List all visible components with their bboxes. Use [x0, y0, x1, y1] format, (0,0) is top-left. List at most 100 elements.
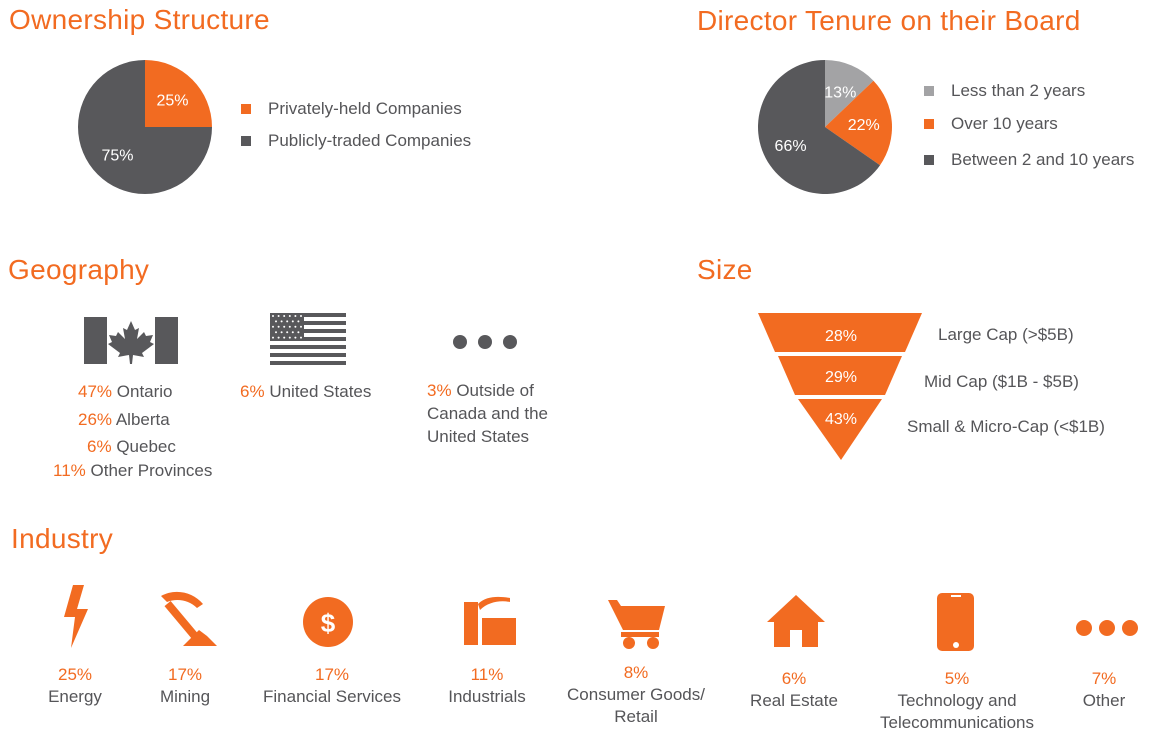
pickaxe-icon	[161, 591, 217, 646]
legend-label: Over 10 years	[951, 114, 1058, 133]
industry-label: Technology and	[897, 691, 1017, 710]
legend-swatch	[241, 104, 251, 114]
geo-label: Quebec	[116, 437, 176, 456]
geo-pct: 6%	[240, 382, 265, 401]
tenure-legend-2-10: Between 2 and 10 years	[924, 150, 1134, 170]
funnel-tier-mid	[778, 356, 902, 395]
more-dots-icon	[1076, 620, 1138, 636]
geo-pct: 6%	[87, 437, 112, 456]
funnel-value-small: 43%	[825, 411, 857, 428]
size-label-large: Large Cap (>$5B)	[938, 325, 1074, 344]
geo-pct: 47%	[78, 382, 113, 401]
legend-swatch	[924, 119, 934, 129]
size-funnel-chart: 28% 29% 43%	[758, 313, 922, 460]
industry-industrials: 11% Industrials	[397, 664, 577, 708]
geo-quebec: 6% Quebec	[87, 437, 176, 457]
geo-other-provinces: 11% Other Provinces	[53, 461, 212, 481]
pie-slice-over-10	[825, 80, 892, 166]
geo-pct: 3%	[427, 381, 452, 400]
geo-pct: 26%	[78, 410, 113, 429]
pie-label-less-2: 13%	[824, 84, 856, 101]
geo-outside-line2: Canada and the	[427, 404, 548, 423]
legend-swatch	[924, 155, 934, 165]
tenure-title: Director Tenure on their Board	[697, 5, 1081, 36]
geo-outside-line1: 3% Outside of	[427, 381, 534, 401]
size-title: Size	[697, 254, 753, 285]
geo-label: Outside of	[456, 381, 534, 400]
industry-label: Real Estate	[750, 691, 838, 710]
geo-us: 6% United States	[240, 382, 371, 402]
geography-title: Geography	[8, 254, 150, 285]
svg-text:$: $	[321, 608, 336, 638]
industry-title: Industry	[11, 523, 113, 554]
more-dots-icon	[453, 335, 517, 349]
industry-technology: 5% Technology and Telecommunications	[867, 668, 1047, 734]
pie-slice-private	[145, 60, 212, 127]
industry-real-estate: 6% Real Estate	[704, 668, 884, 712]
shopping-cart-icon	[608, 600, 665, 649]
size-label-small: Small & Micro-Cap (<$1B)	[907, 417, 1105, 436]
industry-label-line2: Retail	[614, 707, 658, 726]
tenure-pie-chart: 13% 22% 66%	[758, 60, 892, 194]
us-flag-icon	[270, 313, 346, 365]
dollar-coin-icon: $	[303, 597, 353, 647]
industry-label: Consumer Goods/	[567, 685, 705, 704]
industry-label: Financial Services	[263, 687, 401, 706]
industry-pct: 17%	[314, 665, 350, 684]
legend-swatch	[924, 86, 934, 96]
industry-pct: 7%	[1091, 669, 1117, 688]
geo-label: Ontario	[116, 382, 173, 401]
industry-label-line2: Telecommunications	[879, 713, 1034, 732]
funnel-value-mid: 29%	[825, 369, 857, 386]
pie-label-2-10: 66%	[775, 138, 807, 155]
industry-pct: 17%	[167, 665, 203, 684]
size-label-mid: Mid Cap ($1B - $5B)	[924, 372, 1079, 391]
legend-label: Privately-held Companies	[268, 99, 462, 118]
geo-label: United States	[269, 382, 372, 401]
pie-slice-2-10	[758, 60, 881, 194]
ownership-title: Ownership Structure	[9, 4, 270, 35]
ownership-pie-chart: 25% 75%	[78, 60, 212, 194]
legend-label: Less than 2 years	[951, 81, 1086, 100]
industry-energy: 25% Energy	[0, 664, 165, 708]
industry-label: Industrials	[448, 687, 526, 706]
legend-label: Publicly-traded Companies	[268, 131, 472, 150]
ownership-legend-public: Publicly-traded Companies	[241, 131, 471, 151]
funnel-tier-small	[798, 399, 882, 460]
smartphone-icon	[937, 593, 974, 651]
industry-label: Energy	[48, 687, 102, 706]
pie-label-private: 25%	[156, 93, 188, 110]
geo-ontario: 47% Ontario	[78, 382, 173, 402]
canada-flag-icon	[84, 317, 178, 364]
industry-mining: 17% Mining	[95, 664, 275, 708]
industry-financial: 17% Financial Services	[242, 664, 422, 708]
pie-label-over-10: 22%	[848, 117, 880, 134]
ownership-legend-private: Privately-held Companies	[241, 99, 462, 119]
geo-label: Alberta	[115, 410, 170, 429]
funnel-tier-large	[758, 313, 922, 352]
geo-pct: 11%	[53, 461, 86, 480]
funnel-value-large: 28%	[825, 328, 857, 345]
industry-pct: 25%	[57, 665, 93, 684]
geo-outside-line3: United States	[427, 427, 530, 446]
industry-other: 7% Other	[1014, 668, 1155, 712]
legend-swatch	[241, 136, 251, 146]
geo-label: Other Provinces	[90, 461, 213, 480]
industry-label: Other	[1082, 691, 1126, 710]
pie-label-public: 75%	[102, 147, 134, 164]
legend-label: Between 2 and 10 years	[951, 150, 1135, 169]
industry-pct: 5%	[944, 669, 970, 688]
industry-consumer: 8% Consumer Goods/ Retail	[546, 662, 726, 728]
industry-pct: 6%	[781, 669, 807, 688]
factory-icon	[464, 596, 516, 645]
industry-pct: 8%	[623, 663, 649, 682]
industry-pct: 11%	[470, 665, 504, 684]
industry-label: Mining	[159, 687, 211, 706]
lightning-icon	[64, 585, 88, 648]
tenure-legend-less-2: Less than 2 years	[924, 81, 1085, 101]
house-icon	[767, 595, 825, 647]
tenure-legend-over-10: Over 10 years	[924, 114, 1058, 134]
pie-slice-less-2	[825, 60, 874, 127]
pie-slice-public	[78, 60, 212, 194]
geo-alberta: 26% Alberta	[78, 410, 170, 430]
